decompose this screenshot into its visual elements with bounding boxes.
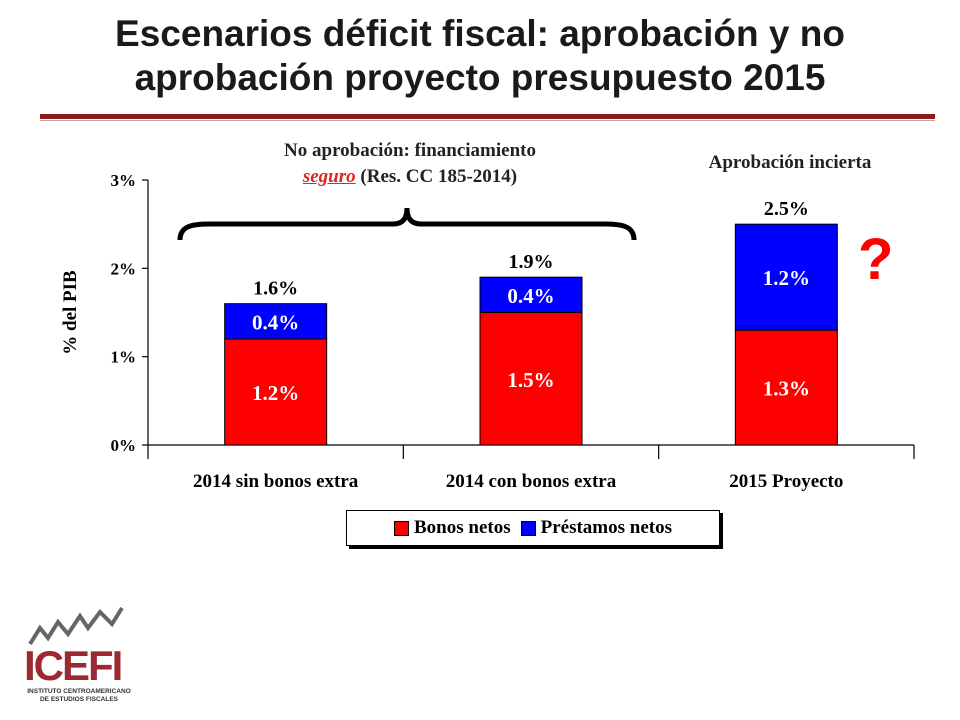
y-tick-label: 2% <box>111 259 137 278</box>
title-line-2: aprobación proyecto presupuesto 2015 <box>134 57 826 98</box>
bar-segment-label: 1.2% <box>763 266 810 290</box>
bar-total-label: 1.6% <box>253 278 298 300</box>
bar-segment-label: 1.2% <box>252 381 299 405</box>
legend-label-bonos: Bonos netos <box>414 517 511 538</box>
bar-segment-label: 1.3% <box>763 377 810 401</box>
title-divider <box>40 114 935 119</box>
bar-segment <box>224 338 328 446</box>
bar-segment-label: 0.4% <box>252 310 299 334</box>
annotation-resolucion: (Res. CC 185-2014) <box>355 166 518 187</box>
annotation-no-aprobacion: No aprobación: financiamiento seguro (Re… <box>190 138 630 190</box>
chart-legend: Bonos netos Préstamos netos <box>346 510 720 546</box>
y-tick-label: 1% <box>111 348 137 367</box>
question-mark: ? <box>858 227 894 292</box>
bar-segment <box>224 303 328 340</box>
icefi-logo-subtitle: INSTITUTO CENTROAMERICANO DE ESTUDIOS FI… <box>24 688 134 704</box>
legend-item-bonos: Bonos netos <box>394 517 511 539</box>
legend-swatch-prestamos <box>520 520 536 536</box>
legend-item-prestamos: Préstamos netos <box>520 517 672 539</box>
y-tick-label: 0% <box>111 436 137 455</box>
bar-total-label: 2.5% <box>764 198 809 220</box>
bar-segment-label: 1.5% <box>507 368 554 392</box>
icefi-subtitle-line2: DE ESTUDIOS FISCALES <box>39 696 118 703</box>
icefi-logo-text: ICEFI <box>24 642 123 689</box>
legend-swatch-bonos <box>394 520 409 536</box>
grouping-brace <box>177 207 637 241</box>
y-axis-label: % del PIB <box>60 270 81 355</box>
title-divider-shadow <box>40 120 935 121</box>
bar-segment <box>734 223 838 331</box>
legend-label-prestamos: Préstamos netos <box>540 517 672 538</box>
x-tick-label: 2015 Proyecto <box>729 471 843 492</box>
page-title: Escenarios déficit fiscal: aprobación y … <box>0 12 960 100</box>
title-line-1: Escenarios déficit fiscal: aprobación y … <box>115 13 845 54</box>
bar-segment-label: 0.4% <box>507 284 554 308</box>
bar-segment <box>479 276 583 313</box>
bar-segment <box>479 312 583 446</box>
bar-total-label: 1.9% <box>509 251 554 273</box>
x-tick-label: 2014 sin bonos extra <box>193 471 359 492</box>
icefi-logo-mark <box>28 606 124 646</box>
annotation-aprobacion-incierta: Aprobación incierta <box>708 152 872 173</box>
annotation-seguro: seguro <box>302 166 356 187</box>
annotation-no-aprobacion-line1: No aprobación: financiamiento <box>284 140 536 161</box>
y-tick-label: 3% <box>111 171 137 190</box>
annotation-no-aprobacion-line2: seguro (Res. CC 185-2014) <box>190 164 630 190</box>
icefi-subtitle-line1: INSTITUTO CENTROAMERICANO <box>27 688 131 695</box>
x-tick-label: 2014 con bonos extra <box>446 471 617 492</box>
